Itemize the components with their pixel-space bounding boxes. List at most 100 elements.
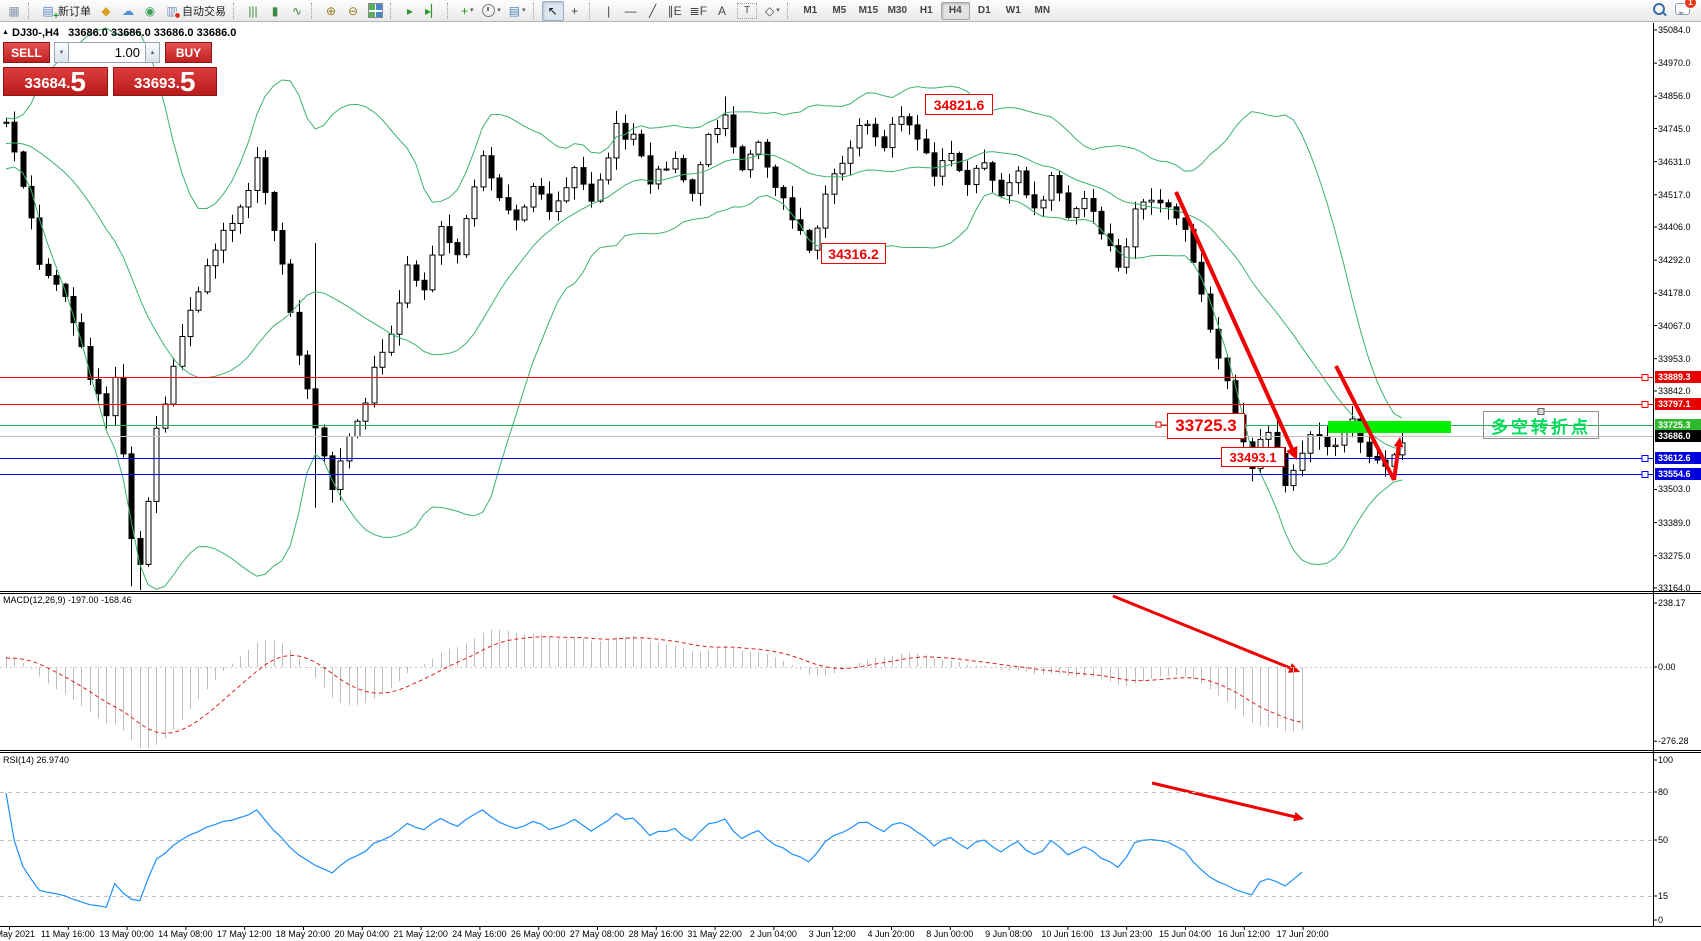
signals-icon[interactable]: ◉: [139, 1, 161, 21]
macd-signal-line: [5, 636, 1302, 734]
channel-icon[interactable]: ∥E: [664, 1, 686, 21]
volume-increase-button[interactable]: ▲: [145, 42, 160, 63]
community-icon[interactable]: ☁: [117, 1, 139, 21]
timeframe-m30[interactable]: M30: [887, 4, 908, 16]
buy-button[interactable]: BUY: [165, 42, 212, 63]
textlabel-icon[interactable]: T: [733, 1, 761, 21]
timeframe-m15[interactable]: M15: [858, 4, 879, 16]
time-label: 17 Jun 20:00: [1276, 929, 1329, 939]
shapes-icon: ◇: [765, 4, 780, 18]
price-callout: 33725.3: [1167, 413, 1245, 439]
tile-windows-icon[interactable]: [364, 1, 387, 21]
price-tick: 33503.0: [1658, 484, 1691, 495]
trendline-icon[interactable]: ╱: [642, 1, 664, 21]
auto-scroll-icon[interactable]: ▸: [399, 1, 421, 21]
autotrading-button[interactable]: ▥ 自动交易: [161, 1, 230, 21]
time-label: 28 May 16:00: [628, 929, 684, 939]
price-tick: 33164.0: [1658, 582, 1691, 593]
volume-decrease-button[interactable]: ▼: [54, 42, 69, 63]
time-label: 18 May 20:00: [275, 929, 331, 939]
window-icon: ▦: [8, 3, 20, 18]
price-tick: 34970.0: [1658, 58, 1691, 69]
rsi-line: [5, 792, 1303, 908]
volume-input[interactable]: 1.00: [69, 42, 145, 63]
toolbar-separator: [311, 2, 316, 19]
crosshair-icon[interactable]: +: [564, 1, 586, 21]
time-label: 21 May 12:00: [393, 929, 448, 939]
toolbar: ▦ ▤新订单 ◆ ☁◉▥自动交易 |||▮∿ ⊕ ⊖ ▸ ▸▏ + ▤ ↖ + |—╱∥E ≣F AT ◇ M1 M…: [0, 0, 1701, 22]
textlabel-icon: T: [737, 2, 758, 19]
macd-axis-value: 0.00: [1658, 662, 1676, 672]
vertical-line-icon[interactable]: |: [598, 1, 620, 21]
horizontal-line-icon[interactable]: —: [620, 1, 642, 21]
new-order-button: ▤: [41, 4, 59, 22]
line-chart-icon[interactable]: ∿: [286, 1, 308, 21]
chart-ohlc-header: DJ30-,H4 33686.0 33686.0 33686.0 33686.0: [12, 27, 236, 39]
time-label: 3 Jun 12:00: [808, 929, 856, 939]
trend-arrow[interactable]: [1151, 781, 1304, 822]
notification-badge: 1: [1684, 0, 1697, 9]
ohlc-values: 33686.0 33686.0 33686.0 33686.0: [68, 27, 237, 39]
time-label: 31 May 22:00: [687, 929, 742, 939]
chart-shift-icon[interactable]: ▸▏: [421, 1, 444, 21]
price-tick: 34406.0: [1658, 222, 1691, 233]
fibonacci-icon: ≣F: [689, 3, 708, 18]
buy-price[interactable]: 33693 . 5: [112, 67, 217, 96]
time-label: 11 May 16:00: [40, 929, 95, 939]
auto-scroll-icon: ▸: [406, 3, 414, 18]
text-icon[interactable]: A: [711, 1, 733, 21]
search-icon[interactable]: [1653, 2, 1665, 20]
sell-button[interactable]: SELL: [3, 42, 50, 63]
trend-arrow[interactable]: [1112, 594, 1300, 673]
bar-chart-icon[interactable]: |||: [242, 1, 264, 21]
price-badge: 33889.3: [1655, 371, 1701, 384]
sell-price[interactable]: 33684 . 5: [3, 67, 108, 96]
timeframe-d1[interactable]: D1: [977, 4, 991, 16]
fibonacci-icon[interactable]: ≣F: [686, 1, 711, 21]
toolbar-separator: [447, 2, 452, 19]
turning-point-annotation[interactable]: 多空转折点: [1483, 411, 1599, 439]
candlestick-icon[interactable]: ▮: [264, 1, 286, 21]
trend-arrow[interactable]: [1334, 365, 1396, 481]
window-icon[interactable]: ▦: [3, 1, 25, 21]
autotrading-button-label: 自动交易: [182, 5, 226, 18]
period-clock-icon[interactable]: [478, 1, 505, 21]
toolbar-separator: [233, 2, 238, 19]
new-order-button[interactable]: ▤新订单: [37, 1, 95, 22]
price-tick: 34517.0: [1658, 189, 1691, 200]
toolbar-separator: [532, 2, 538, 19]
notifications-icon[interactable]: 1: [1675, 0, 1697, 20]
timeframe-mn[interactable]: MN: [1034, 4, 1051, 16]
zoom-in-icon[interactable]: ⊕: [320, 1, 342, 21]
cursor-icon: ↖: [547, 3, 558, 18]
crosshair-icon: +: [571, 3, 579, 18]
price-badge: 33725.3: [1655, 418, 1701, 431]
indicators-add-icon: +: [460, 4, 474, 18]
indicators-add-icon[interactable]: +: [456, 1, 478, 21]
template-icon[interactable]: ▤: [505, 1, 530, 21]
main-chart: [3, 27, 1406, 590]
price-callout: 34821.6: [925, 94, 993, 115]
turning-point-bar[interactable]: [1328, 421, 1451, 433]
time-label: 26 May 00:00: [510, 929, 566, 939]
timeframe-w1[interactable]: W1: [1005, 4, 1021, 16]
seal-icon[interactable]: ◆: [95, 1, 117, 21]
shapes-icon[interactable]: ◇: [761, 1, 784, 21]
channel-icon: ∥E: [667, 3, 682, 18]
zoom-in-icon: ⊕: [325, 3, 337, 18]
text-icon: A: [718, 3, 727, 18]
trend-arrow[interactable]: [1392, 437, 1404, 481]
timeframe-h4[interactable]: H4: [940, 1, 970, 20]
price-tick: 33953.0: [1658, 353, 1691, 364]
timeframe-m1[interactable]: M1: [803, 4, 818, 16]
toolbar-separator: [390, 2, 395, 19]
cursor-icon[interactable]: ↖: [541, 0, 564, 21]
time-label: 4 Jun 20:00: [867, 929, 915, 939]
seal-icon: ◆: [101, 3, 111, 18]
trend-arrow[interactable]: [1174, 191, 1298, 460]
price-callout: 34316.2: [821, 243, 886, 264]
timeframe-m5[interactable]: M5: [832, 4, 847, 16]
zoom-out-icon[interactable]: ⊖: [342, 1, 364, 21]
timeframe-h1[interactable]: H1: [919, 4, 933, 16]
